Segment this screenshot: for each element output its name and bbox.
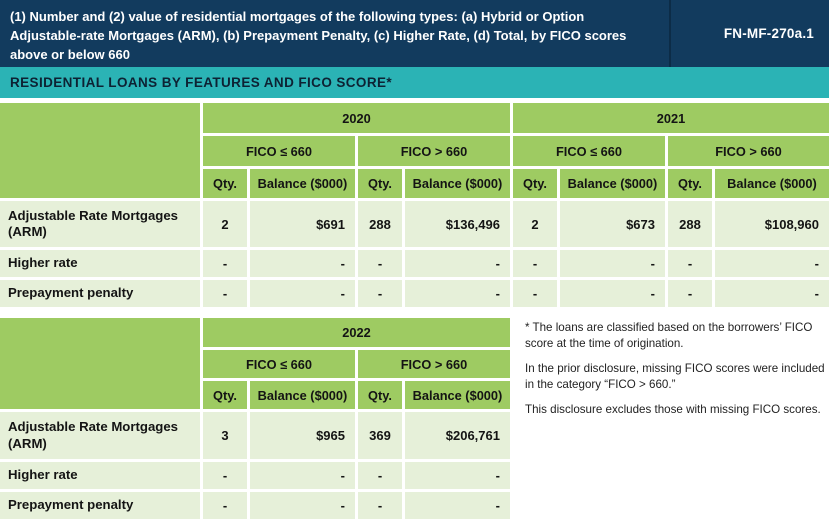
- qty-header: Qty.: [513, 169, 557, 198]
- balance-header: Balance ($000): [715, 169, 829, 198]
- footnotes: * The loans are classified based on the …: [525, 320, 825, 428]
- qty-cell: -: [668, 250, 712, 277]
- qty-header: Qty.: [203, 169, 247, 198]
- balance-cell: $965: [250, 412, 355, 459]
- balance-cell: -: [715, 250, 829, 277]
- balance-cell: -: [250, 462, 355, 489]
- balance-cell: -: [250, 492, 355, 519]
- balance-cell: -: [405, 250, 510, 277]
- year-header-2021: 2021: [513, 103, 829, 133]
- row-label-prepayment-penalty: Prepayment penalty: [0, 280, 200, 307]
- qty-cell: 369: [358, 412, 402, 459]
- qty-cell: -: [203, 280, 247, 307]
- balance-header: Balance ($000): [250, 169, 355, 198]
- qty-cell: -: [203, 250, 247, 277]
- qty-header: Qty.: [358, 169, 402, 198]
- qty-cell: 288: [358, 201, 402, 247]
- metric-banner: (1) Number and (2) value of residential …: [0, 0, 829, 67]
- table-2020-2021: 2020 2021 FICO ≤ 660 FICO > 660 FICO ≤ 6…: [0, 103, 829, 307]
- banner-divider: [669, 0, 671, 67]
- section-title: RESIDENTIAL LOANS BY FEATURES AND FICO S…: [10, 75, 393, 90]
- qty-header: Qty.: [203, 381, 247, 409]
- qty-header: Qty.: [358, 381, 402, 409]
- qty-cell: -: [358, 250, 402, 277]
- row-label-higher-rate: Higher rate: [0, 250, 200, 277]
- balance-header: Balance ($000): [405, 381, 510, 409]
- row-label-arm: Adjustable Rate Mortgages (ARM): [0, 412, 200, 459]
- balance-header: Balance ($000): [250, 381, 355, 409]
- row-label-prepayment-penalty: Prepayment penalty: [0, 492, 200, 519]
- footnote-prior-disclosure: In the prior disclosure, missing FICO sc…: [525, 362, 825, 391]
- corner-header-cell: [0, 103, 200, 198]
- fico-high-header-2022: FICO > 660: [358, 350, 510, 378]
- qty-cell: 288: [668, 201, 712, 247]
- balance-cell: -: [405, 462, 510, 489]
- balance-cell: $206,761: [405, 412, 510, 459]
- balance-cell: -: [715, 280, 829, 307]
- balance-cell: -: [560, 280, 665, 307]
- balance-header: Balance ($000): [560, 169, 665, 198]
- fico-low-header-2020: FICO ≤ 660: [203, 136, 355, 166]
- footnote-classification: * The loans are classified based on the …: [525, 321, 813, 350]
- fico-high-header-2021: FICO > 660: [668, 136, 829, 166]
- balance-cell: $691: [250, 201, 355, 247]
- year-header-2022: 2022: [203, 318, 510, 347]
- qty-cell: -: [203, 492, 247, 519]
- balance-cell: -: [250, 280, 355, 307]
- corner-header-cell: [0, 318, 200, 409]
- balance-cell: -: [405, 492, 510, 519]
- qty-cell: 2: [513, 201, 557, 247]
- row-label-higher-rate: Higher rate: [0, 462, 200, 489]
- row-label-arm: Adjustable Rate Mortgages (ARM): [0, 201, 200, 247]
- balance-cell: -: [405, 280, 510, 307]
- metric-code: FN-MF-270a.1: [723, 26, 814, 41]
- fico-high-header-2020: FICO > 660: [358, 136, 510, 166]
- balance-cell: -: [250, 250, 355, 277]
- qty-cell: -: [203, 462, 247, 489]
- fico-low-header-2021: FICO ≤ 660: [513, 136, 665, 166]
- footnote-missing-scores: This disclosure excludes those with miss…: [525, 403, 821, 417]
- balance-cell: -: [560, 250, 665, 277]
- qty-cell: -: [513, 250, 557, 277]
- balance-cell: $673: [560, 201, 665, 247]
- metric-description: (1) Number and (2) value of residential …: [10, 9, 627, 63]
- qty-cell: 3: [203, 412, 247, 459]
- qty-cell: -: [668, 280, 712, 307]
- balance-header: Balance ($000): [405, 169, 510, 198]
- qty-cell: -: [358, 462, 402, 489]
- section-header-bar: RESIDENTIAL LOANS BY FEATURES AND FICO S…: [0, 67, 829, 98]
- year-header-2020: 2020: [203, 103, 510, 133]
- qty-cell: -: [358, 280, 402, 307]
- balance-cell: $136,496: [405, 201, 510, 247]
- qty-cell: -: [358, 492, 402, 519]
- qty-cell: 2: [203, 201, 247, 247]
- qty-header: Qty.: [668, 169, 712, 198]
- balance-cell: $108,960: [715, 201, 829, 247]
- qty-cell: -: [513, 280, 557, 307]
- fico-low-header-2022: FICO ≤ 660: [203, 350, 355, 378]
- table-2022: 2022 FICO ≤ 660 FICO > 660 Qty. Balance …: [0, 318, 510, 519]
